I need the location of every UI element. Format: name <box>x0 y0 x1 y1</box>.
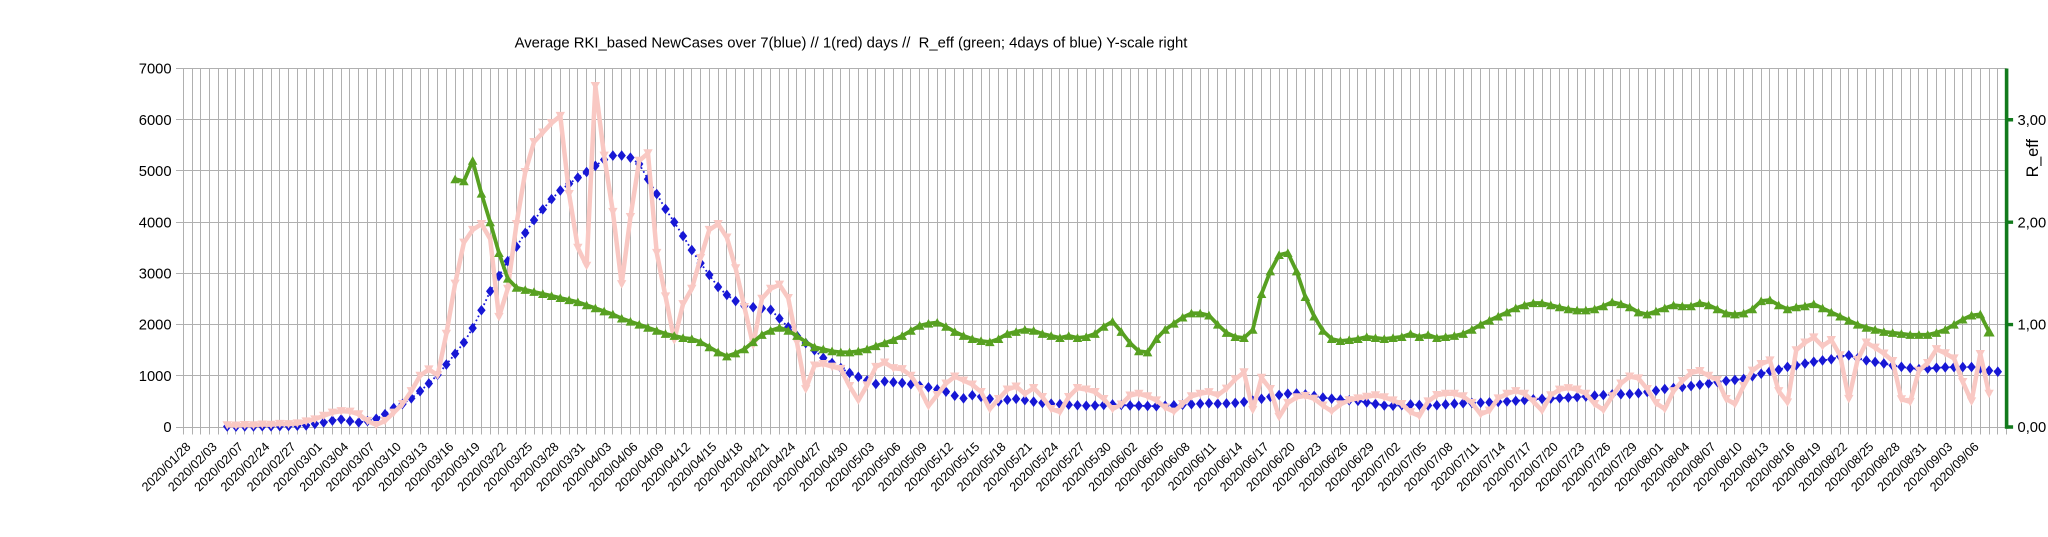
svg-text:5000: 5000 <box>139 164 172 180</box>
svg-text:6000: 6000 <box>139 113 172 129</box>
svg-text:1,00: 1,00 <box>2018 318 2047 334</box>
svg-text:2000: 2000 <box>139 318 172 334</box>
svg-text:7000: 7000 <box>139 62 172 78</box>
svg-text:3000: 3000 <box>139 266 172 282</box>
svg-text:2,00: 2,00 <box>2018 215 2047 231</box>
svg-text:Average RKI_based NewCases ove: Average RKI_based NewCases over 7(blue) … <box>515 36 1189 52</box>
svg-text:4000: 4000 <box>139 215 172 231</box>
svg-text:0,00: 0,00 <box>2018 420 2047 436</box>
svg-text:1000: 1000 <box>139 369 172 385</box>
svg-text:0: 0 <box>163 420 171 436</box>
svg-text:3,00: 3,00 <box>2018 113 2047 129</box>
svg-text:R_eff: R_eff <box>2024 139 2042 178</box>
